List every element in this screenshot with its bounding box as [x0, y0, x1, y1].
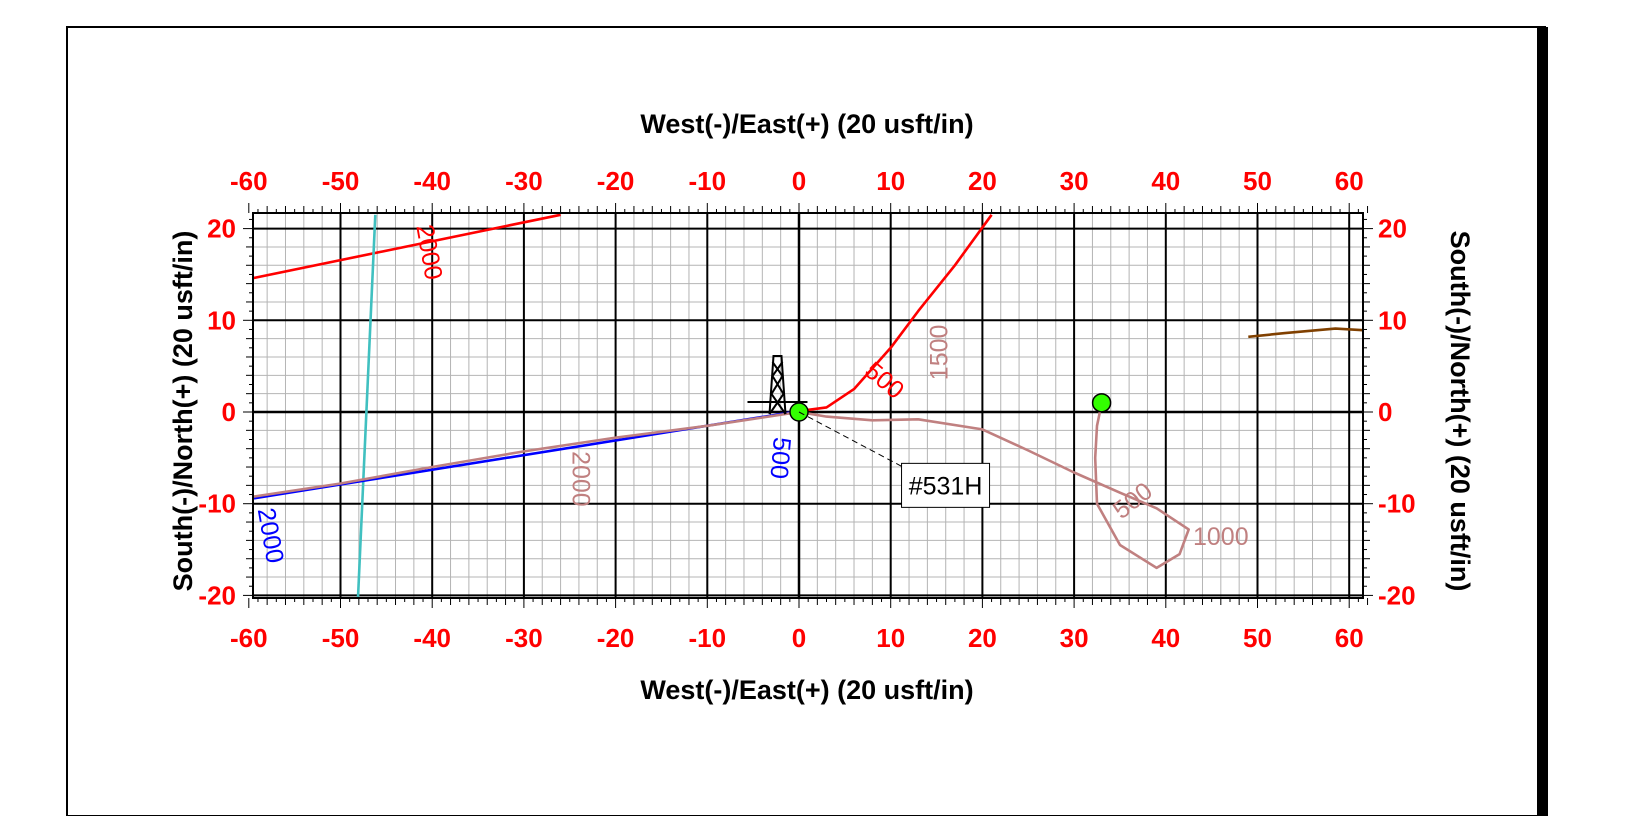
- md-label-4: 2000: [566, 451, 594, 507]
- series-line-6: [1248, 327, 1363, 339]
- y-tick-label-left: 10: [207, 305, 236, 335]
- well-label: #531H: [798, 411, 991, 508]
- series-line-1: [798, 214, 993, 413]
- x-tick-label-bottom: -20: [597, 623, 635, 653]
- rig-icon-stroke: [768, 355, 787, 415]
- y-tick-label-right: -10: [1378, 489, 1416, 519]
- y-tick-label-right: 20: [1378, 214, 1407, 244]
- y-tick-label-right: -20: [1378, 580, 1416, 610]
- x-tick-label-bottom: 20: [968, 623, 997, 653]
- x-tick-label-bottom: -30: [505, 623, 543, 653]
- x-tick-label-top: 60: [1335, 166, 1364, 196]
- series-group: [253, 213, 1363, 598]
- x-tick-label-top: 50: [1243, 166, 1272, 196]
- md-label-5: 1000: [1193, 523, 1249, 551]
- x-tick-label-bottom: 0: [792, 623, 806, 653]
- axes: -60 -60 -50 -50 -40 -40 -30 -30 -20 -20 -10 -10 0 0 10…: [198, 166, 1415, 653]
- y-tick-label-right: 0: [1378, 397, 1392, 427]
- x-tick-label-top: 40: [1151, 166, 1180, 196]
- x-axis-title-top: West(-)/East(+) (20 usft/in): [640, 109, 973, 139]
- y-axis-title-left: South(-)/North(+) (20 usft/in): [168, 231, 198, 592]
- x-tick-label-top: -10: [689, 166, 727, 196]
- x-tick-label-bottom: -10: [689, 623, 727, 653]
- well-label-box: [901, 462, 991, 508]
- right-edge-bar: [1537, 27, 1548, 816]
- x-tick-label-bottom: 30: [1060, 623, 1089, 653]
- well-label-text: #531H: [909, 472, 983, 500]
- y-axis-title-right: South(-)/North(+) (20 usft/in): [1445, 231, 1475, 592]
- plot-region: [253, 213, 1363, 598]
- series-line-4: [253, 410, 800, 498]
- series-line-5: [798, 403, 1190, 570]
- x-tick-label-top: -60: [230, 166, 268, 196]
- x-axis-title-bottom: West(-)/East(+) (20 usft/in): [640, 675, 973, 705]
- y-tick-label-right: 10: [1378, 305, 1407, 335]
- series-line-0: [253, 213, 561, 280]
- x-tick-label-bottom: 10: [876, 623, 905, 653]
- y-tick-label-left: 0: [222, 397, 236, 427]
- rig-icon: [747, 355, 808, 415]
- y-tick-label-left: -20: [198, 580, 236, 610]
- x-tick-label-bottom: -40: [413, 623, 451, 653]
- rig-icon-stroke: [770, 361, 787, 415]
- y-tick-label-left: -10: [198, 489, 236, 519]
- x-tick-label-bottom: 40: [1151, 623, 1180, 653]
- x-tick-label-top: 10: [876, 166, 905, 196]
- x-tick-label-top: 20: [968, 166, 997, 196]
- x-tick-label-bottom: -50: [322, 623, 360, 653]
- md-label-3: 500: [764, 436, 796, 480]
- major-grid: [253, 213, 1363, 598]
- y-tick-label-left: 20: [207, 214, 236, 244]
- x-tick-label-top: 30: [1060, 166, 1089, 196]
- x-tick-label-bottom: 50: [1243, 623, 1272, 653]
- x-tick-label-bottom: -60: [230, 623, 268, 653]
- x-tick-label-top: -50: [322, 166, 360, 196]
- minor-grid: [253, 213, 1363, 598]
- x-tick-label-top: -40: [413, 166, 451, 196]
- md-label-5: 1500: [926, 325, 954, 381]
- well-marker-1: [1091, 393, 1112, 413]
- x-tick-label-top: -30: [505, 166, 543, 196]
- x-tick-label-top: 0: [792, 166, 806, 196]
- x-tick-label-top: -20: [597, 166, 635, 196]
- series-line-2: [356, 214, 377, 598]
- plot-frame: [66, 26, 1546, 816]
- x-tick-label-bottom: 60: [1335, 623, 1364, 653]
